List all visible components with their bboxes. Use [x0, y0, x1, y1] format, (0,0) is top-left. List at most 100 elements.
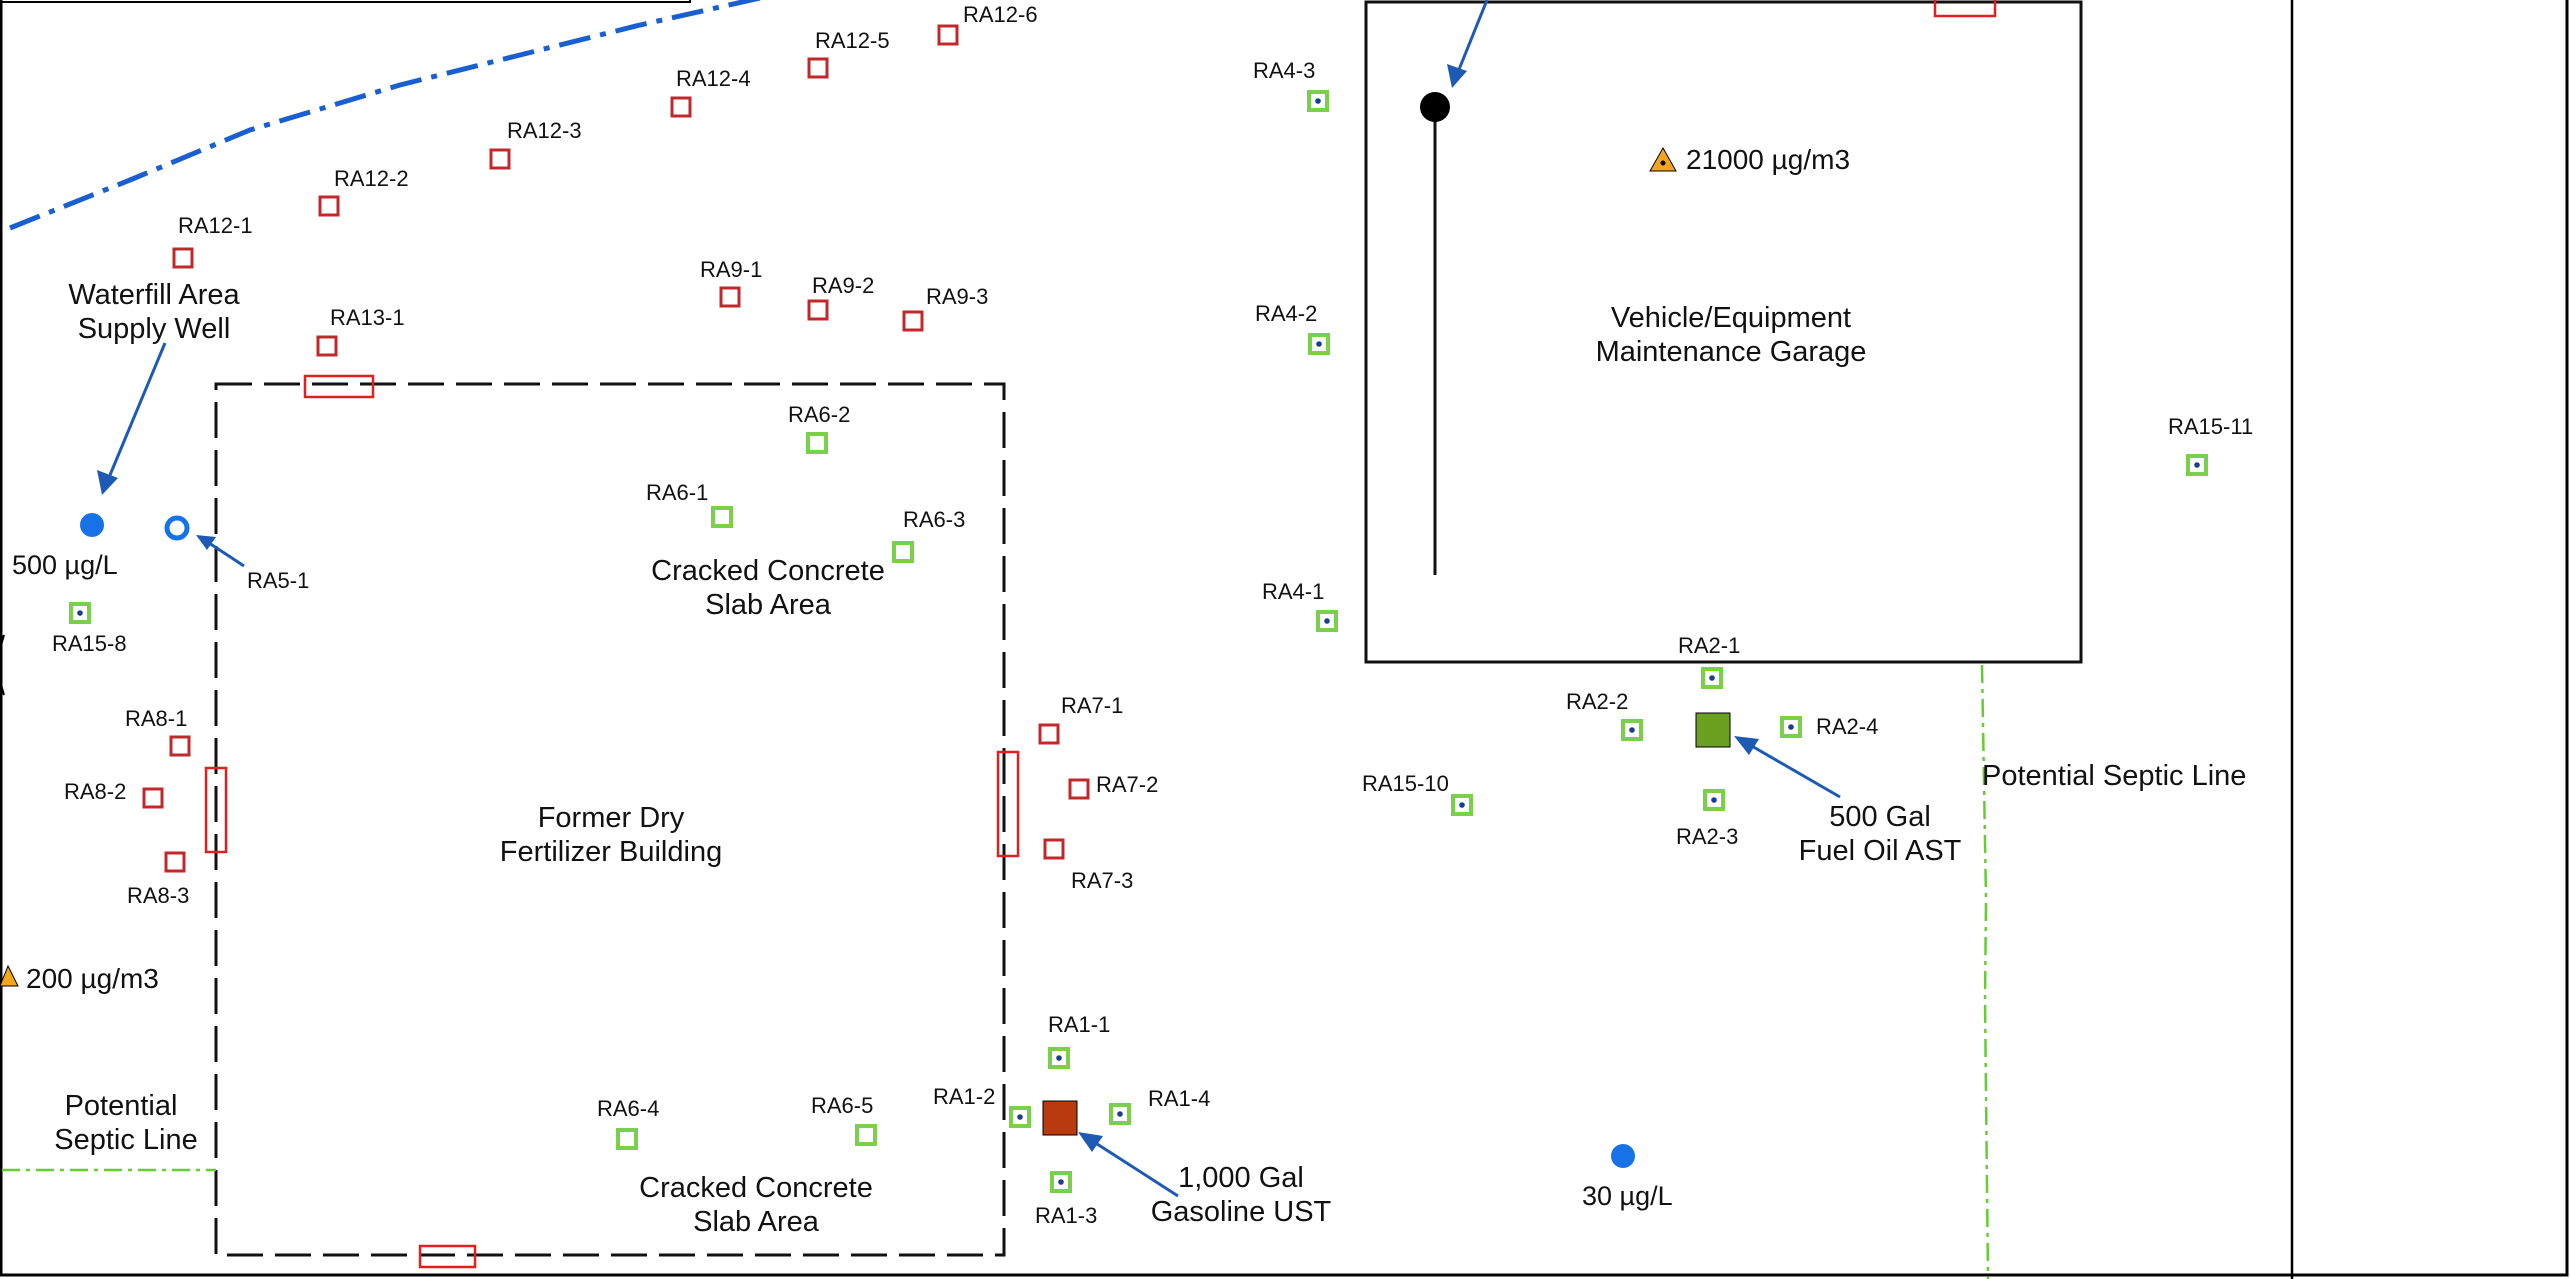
- sample-label-ra12-2: RA12-2: [334, 166, 409, 191]
- garage-point-arrow-shaft: [1456, 0, 1489, 73]
- garage-vapor-value: 21000 µg/m3: [1686, 144, 1850, 175]
- sample-location-ra12-4: RA12-4: [670, 66, 751, 118]
- sample-label-ra6-2: RA6-2: [788, 402, 850, 427]
- sample-label-ra4-1: RA4-1: [1262, 579, 1324, 604]
- sample-marker-dot-ra1-4: [1117, 1111, 1123, 1117]
- slab-south-label-1: Cracked Concrete: [639, 1172, 873, 1204]
- sample-label-ra12-3: RA12-3: [507, 118, 582, 143]
- slab-north-label-2: Slab Area: [705, 589, 832, 621]
- sample-label-ra12-4: RA12-4: [676, 66, 751, 91]
- edge-arc: [0, 634, 5, 696]
- sample-label-ra2-2: RA2-2: [1566, 689, 1628, 714]
- sample-location-ra2-4: RA2-4: [1780, 714, 1878, 739]
- sample-label-ra13-1: RA13-1: [330, 305, 405, 330]
- sample-location-ra15-10: RA15-10: [1362, 771, 1473, 816]
- garage-building-outline: [1364, 0, 2083, 664]
- sample-location-ra9-1: RA9-1: [700, 257, 762, 308]
- ast-label-2: Fuel Oil AST: [1799, 835, 1962, 867]
- sample-location-ra12-2: RA12-2: [318, 166, 409, 217]
- ast-label-1: 500 Gal: [1829, 801, 1931, 833]
- sample-label-ra1-2: RA1-2: [933, 1084, 995, 1109]
- sample-label-ra9-2: RA9-2: [812, 273, 874, 298]
- sample-location-ra4-3: RA4-3: [1253, 58, 1329, 112]
- monitoring-well-label: RA5-1: [247, 568, 309, 593]
- sample-marker-ra6-3: [892, 541, 914, 563]
- sample-marker-dot-ra1-1: [1056, 1055, 1062, 1061]
- supply-well-result-value: 500 µg/L: [12, 550, 118, 580]
- sample-marker-ra12-6: [937, 24, 959, 46]
- garage-label-1: Vehicle/Equipment: [1611, 302, 1851, 334]
- sample-label-ra15-11: RA15-11: [2168, 414, 2253, 439]
- garage-label-2: Maintenance Garage: [1596, 336, 1867, 368]
- monitoring-well-arrowhead: [196, 535, 216, 550]
- sample-marker-dot-ra4-2: [1316, 341, 1322, 347]
- sample-label-ra12-5: RA12-5: [815, 28, 890, 53]
- sample-location-ra8-1: RA8-1: [125, 706, 191, 757]
- sample-label-ra12-1: RA12-1: [178, 213, 253, 238]
- sample-marker-ra6-2: [806, 432, 828, 454]
- red-sample-layer: RA12-6 RA12-5 RA12-4 RA12-3 RA12-2 RA12-1 RA13…: [64, 2, 1158, 908]
- supply-well-label-1: Waterfill Area: [68, 279, 240, 311]
- sample-location-ra15-11: RA15-11: [2168, 414, 2253, 476]
- sample-marker-ra12-2: [318, 195, 340, 217]
- sample-label-ra8-1: RA8-1: [125, 706, 187, 731]
- sample-marker-dot-ra2-2: [1629, 727, 1635, 733]
- sample-location-ra15-8: RA15-8: [52, 602, 127, 656]
- property-boundary-line: [9, 0, 761, 231]
- sample-marker-dot-ra4-3: [1315, 98, 1321, 104]
- sample-label-ra1-1: RA1-1: [1048, 1012, 1110, 1037]
- slab-south-label-2: Slab Area: [693, 1206, 820, 1238]
- doorway-north: [303, 374, 375, 399]
- sample-location-ra8-3: RA8-3: [127, 851, 189, 908]
- gasoline-ust-marker: [1042, 1100, 1078, 1136]
- supply-well-result-marker: [80, 513, 104, 537]
- garage-vapor-marker-dot: [1660, 160, 1666, 166]
- sample-label-ra6-1: RA6-1: [646, 480, 708, 505]
- fertilizer-building-label-1: Former Dry: [538, 802, 685, 834]
- septic-west-label-2: Septic Line: [54, 1124, 198, 1156]
- sample-marker-ra12-5: [807, 57, 829, 79]
- sample-marker-dot-ra1-2: [1017, 1114, 1023, 1120]
- sample-location-ra6-3: RA6-3: [892, 507, 965, 563]
- sample-label-ra1-4: RA1-4: [1148, 1086, 1210, 1111]
- south-well-result-marker: [1611, 1144, 1635, 1168]
- sample-location-ra12-3: RA12-3: [489, 118, 582, 170]
- sample-location-ra7-1: RA7-1: [1038, 693, 1123, 745]
- west-vapor-marker: [0, 964, 19, 987]
- sample-marker-ra9-2: [807, 299, 829, 321]
- garage-vapor-marker: [1649, 146, 1677, 172]
- sample-location-ra6-1: RA6-1: [646, 480, 733, 528]
- sample-marker-dot-ra2-1: [1709, 675, 1715, 681]
- sample-location-ra1-3: RA1-3: [1035, 1171, 1097, 1228]
- sample-marker-dot-ra15-8: [77, 610, 83, 616]
- sample-label-ra2-4: RA2-4: [1816, 714, 1878, 739]
- sample-location-ra9-3: RA9-3: [902, 284, 988, 332]
- sample-location-ra12-6: RA12-6: [937, 2, 1038, 46]
- sample-marker-dot-ra4-1: [1324, 618, 1330, 624]
- doorway-east: [996, 750, 1020, 858]
- supply-well-arrowhead: [97, 470, 118, 495]
- septic-line-east: [1980, 664, 1990, 1279]
- septic-west-label-1: Potential: [65, 1090, 178, 1122]
- sample-label-ra15-10: RA15-10: [1362, 771, 1449, 796]
- sample-label-ra6-3: RA6-3: [903, 507, 965, 532]
- sample-label-ra4-2: RA4-2: [1255, 301, 1317, 326]
- inset-box: [0, 0, 691, 3]
- sample-marker-ra12-3: [489, 148, 511, 170]
- west-vapor-value: 200 µg/m3: [26, 963, 159, 994]
- ast-arrow-shaft: [1749, 743, 1841, 799]
- monitoring-well-marker: [164, 515, 190, 541]
- sample-marker-ra6-5: [855, 1124, 877, 1146]
- sample-label-ra1-3: RA1-3: [1035, 1203, 1097, 1228]
- slab-north-label-1: Cracked Concrete: [651, 555, 885, 587]
- sample-location-ra6-4: RA6-4: [597, 1096, 659, 1150]
- ust-label-2: Gasoline UST: [1151, 1196, 1332, 1228]
- garage-point-arrowhead: [1447, 64, 1467, 88]
- monitoring-well-arrow-shaft: [205, 539, 245, 568]
- sample-location-ra7-3: RA7-3: [1043, 838, 1133, 893]
- sample-label-ra9-1: RA9-1: [700, 257, 762, 282]
- garage-point-marker: [1420, 92, 1450, 122]
- supply-well-arrow-shaft: [108, 342, 167, 476]
- sample-marker-ra7-1: [1038, 723, 1060, 745]
